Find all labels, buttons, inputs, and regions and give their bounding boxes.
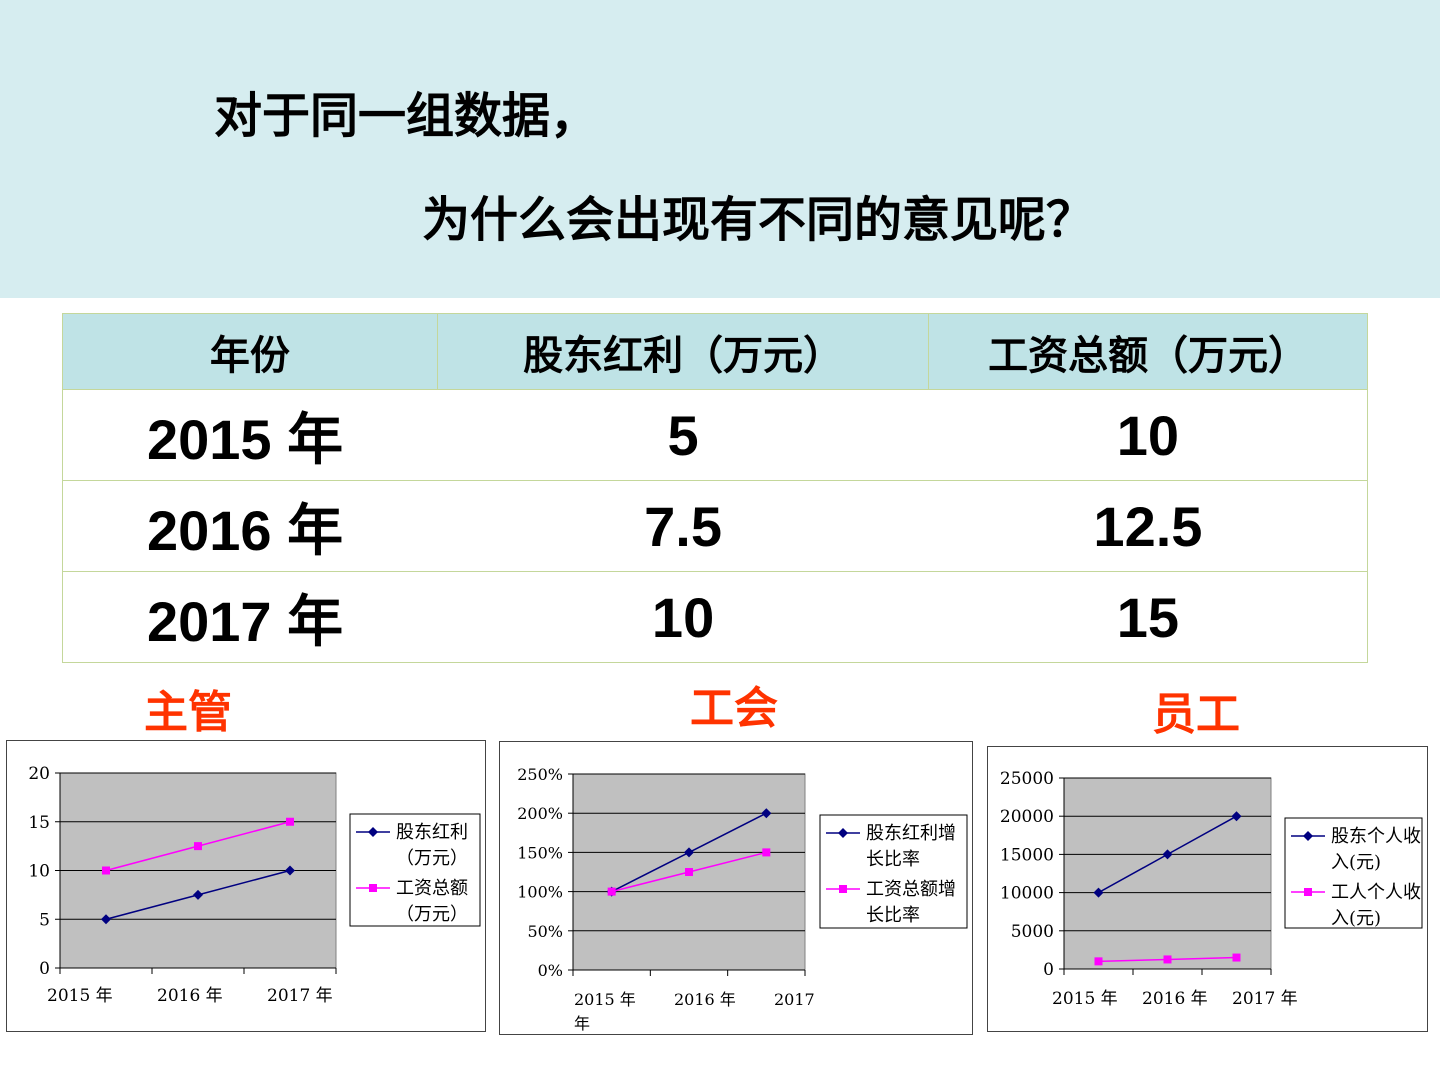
legend-swatch-marker	[1303, 831, 1313, 841]
x-tick-label: 2015 年	[574, 990, 636, 1009]
x-tick-label: 2015 年	[47, 986, 113, 1006]
header-dividend: 股东红利（万元）	[436, 313, 930, 390]
y-tick-label: 150%	[517, 843, 563, 862]
cell-wages: 15	[928, 571, 1368, 663]
table-header-row: 年份 股东红利（万元） 工资总额（万元）	[62, 313, 1368, 390]
cell-year: 2017 年	[62, 571, 438, 663]
header-wages: 工资总额（万元）	[928, 313, 1368, 390]
data-point	[285, 865, 295, 876]
y-tick-label: 10000	[1000, 884, 1054, 904]
legend-swatch-marker	[368, 827, 378, 837]
legend-label: 工人个人收	[1331, 882, 1421, 903]
chart-union-svg: 0% 50% 100% 150% 200% 250% 2015 年年 2016 年 2017 股东…	[517, 765, 968, 1033]
chart-employee-svg: 0 5000 10000 15000 20000 25000 2015 年 2016 年 201…	[1000, 769, 1423, 1009]
legend-label: （万元）	[396, 848, 468, 869]
question-line-2: 为什么会出现有不同的意见呢？	[422, 192, 1095, 248]
y-tick-label: 250%	[517, 765, 563, 784]
plot-area	[1063, 777, 1272, 970]
chart-manager: 0 5 10 15 20 2015 年 2016 年 2017 年 股东红利 （万元） 工资总额 （万…	[6, 740, 486, 1032]
data-point	[685, 868, 693, 876]
legend-swatch-marker	[838, 828, 848, 838]
x-tick-label: 2016 年	[1142, 989, 1208, 1009]
y-tick-label: 20000	[1000, 807, 1054, 827]
question-line-1: 对于同一组数据，	[214, 88, 599, 144]
legend-swatch-marker	[1304, 888, 1312, 896]
cell-dividend: 5	[437, 389, 929, 481]
legend-label: 工资总额	[396, 878, 468, 899]
y-tick-label: 100%	[517, 883, 563, 902]
cell-wages: 12.5	[928, 480, 1368, 572]
y-tick-label: 10	[28, 862, 50, 882]
legend-label: 入(元)	[1331, 908, 1381, 929]
cell-year: 2015 年	[62, 389, 438, 481]
role-manager: 主管	[144, 687, 232, 738]
y-tick-label: 0	[1043, 960, 1054, 980]
legend-swatch-marker	[369, 884, 377, 892]
y-tick-label: 5	[39, 910, 50, 930]
legend-swatch-marker	[839, 885, 847, 893]
data-point	[1093, 887, 1104, 898]
data-point	[1162, 849, 1173, 860]
table-row: 2016 年 7.5 12.5	[62, 480, 1368, 572]
data-point	[102, 866, 110, 875]
role-employee: 员工	[1152, 689, 1240, 740]
legend-label: 股东红利增	[866, 823, 956, 844]
chart-employee: 0 5000 10000 15000 20000 25000 2015 年 2016 年 201…	[987, 746, 1428, 1032]
header-year: 年份	[62, 313, 438, 390]
role-union: 工会	[690, 683, 778, 734]
data-point	[761, 808, 772, 819]
cell-wages: 10	[928, 389, 1368, 481]
x-tick-label: 2016 年	[674, 990, 736, 1009]
data-point	[1231, 811, 1242, 822]
data-point	[101, 914, 111, 925]
legend-label: 长比率	[866, 905, 920, 926]
y-tick-label: 15000	[1000, 845, 1054, 865]
y-tick-label: 0	[39, 959, 50, 979]
y-tick-label: 50%	[527, 922, 563, 941]
legend-label: （万元）	[396, 904, 468, 925]
y-tick-label: 5000	[1011, 922, 1054, 942]
x-tick-label: 2017 年	[1232, 989, 1298, 1009]
y-tick-label: 200%	[517, 804, 563, 823]
data-point	[286, 817, 294, 826]
chart-union: 0% 50% 100% 150% 200% 250% 2015 年年 2016 年 2017 股东…	[499, 741, 973, 1035]
data-point	[1163, 955, 1172, 964]
data-point	[193, 889, 203, 900]
x-tick-label: 2017	[774, 990, 815, 1009]
x-tick-label-wrap: 年	[574, 1014, 590, 1033]
x-tick-label: 2016 年	[157, 986, 223, 1006]
y-tick-label: 0%	[538, 961, 563, 980]
x-tick-label: 2015 年	[1052, 989, 1118, 1009]
legend-label: 长比率	[866, 849, 920, 870]
table-row: 2015 年 5 10	[62, 389, 1368, 481]
legend-label: 股东个人收	[1331, 826, 1421, 847]
data-table: 年份 股东红利（万元） 工资总额（万元） 2015 年 5 10 2016 年 …	[62, 313, 1368, 663]
data-point	[1232, 953, 1241, 962]
legend-label: 工资总额增	[866, 879, 956, 900]
data-point	[684, 847, 694, 858]
data-point	[607, 887, 616, 896]
legend-label: 入(元)	[1331, 852, 1381, 873]
x-tick-label: 2017 年	[267, 986, 333, 1006]
data-point	[194, 842, 202, 851]
cell-dividend: 10	[437, 571, 929, 663]
legend-label: 股东红利	[396, 822, 468, 843]
question-banner	[0, 0, 1440, 298]
table-row: 2017 年 10 15	[62, 571, 1368, 663]
cell-year: 2016 年	[62, 480, 438, 572]
y-tick-label: 25000	[1000, 769, 1054, 789]
y-tick-label: 15	[28, 813, 50, 833]
data-point	[762, 848, 771, 857]
chart-manager-svg: 0 5 10 15 20 2015 年 2016 年 2017 年 股东红利 （万元） 工资总额 （万…	[28, 764, 481, 1006]
y-tick-label: 20	[28, 764, 50, 784]
data-point	[1094, 957, 1103, 966]
cell-dividend: 7.5	[437, 480, 929, 572]
